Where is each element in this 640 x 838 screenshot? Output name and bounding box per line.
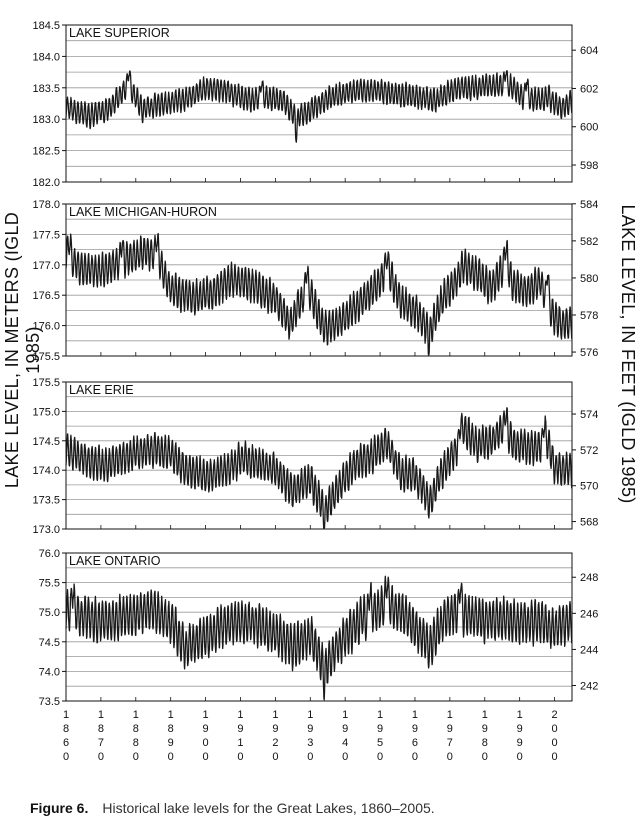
y-tick-label-right: 568: [580, 517, 598, 529]
y-tick-label-left: 174.5: [32, 436, 60, 448]
y-tick-label-right: 598: [580, 160, 598, 172]
lake-levels-chart: LAKE SUPERIOR 182.0 182.5 183.0 183.5 184.0 18…: [32, 20, 598, 763]
series-line-1: [65, 70, 573, 143]
y-tick-label-left: 174.0: [32, 465, 60, 477]
y-tick-label-left: 76.0: [39, 548, 60, 560]
figure-caption-label: Figure 6.: [30, 800, 89, 816]
y-tick-label-left: 182.5: [32, 146, 60, 158]
y-tick-label-right: 574: [580, 409, 598, 421]
figure-caption-text: Historical lake levels for the Great Lak…: [102, 800, 435, 816]
y-tick-label-left: 74.0: [39, 666, 60, 678]
y-tick-label-left: 177.0: [32, 260, 60, 272]
y-tick-label-left: 175.5: [32, 377, 60, 389]
panel-title-2: LAKE MICHIGAN-HURON: [69, 205, 217, 219]
series-line-4: [65, 575, 573, 701]
y-tick-label-left: 182.0: [32, 177, 60, 189]
figure-caption: Figure 6. Historical lake levels for the …: [30, 800, 435, 816]
y-tick-label-left: 75.0: [39, 607, 60, 619]
y-tick-label-left: 176.5: [32, 290, 60, 302]
y-tick-label-left: 173.0: [32, 524, 60, 536]
panel-frame-2: [65, 203, 573, 357]
y-tick-label-right: 242: [580, 681, 598, 693]
y-tick-label-left: 177.5: [32, 229, 60, 241]
y-tick-label-right: 578: [580, 310, 598, 322]
series-line-3: [65, 407, 573, 529]
y-tick-label-left: 184.5: [32, 20, 60, 32]
y-tick-label-left: 178.0: [32, 199, 60, 211]
y-tick-label-right: 602: [580, 83, 598, 95]
y-tick-label-right: 576: [580, 347, 598, 359]
y-tick-label-right: 580: [580, 273, 598, 285]
y-axis-label-feet: LAKE LEVEL, IN FEET (IGLD 1985): [618, 204, 638, 504]
y-tick-label-right: 248: [580, 572, 598, 584]
y-tick-label-left: 184.0: [32, 51, 60, 63]
y-tick-label-right: 600: [580, 122, 598, 134]
y-tick-label-left: 175.5: [32, 351, 60, 363]
y-axis-label-meters: LAKE LEVEL, IN METERS (IGLD 1985): [2, 211, 43, 489]
y-tick-label-left: 183.0: [32, 114, 60, 126]
panel-title-1: LAKE SUPERIOR: [69, 26, 170, 40]
panel-title-3: LAKE ERIE: [69, 383, 134, 397]
y-tick-label-right: 582: [580, 236, 598, 248]
y-tick-label-right: 570: [580, 481, 598, 493]
y-tick-label-left: 75.5: [39, 578, 60, 590]
y-tick-label-left: 74.5: [39, 637, 60, 649]
y-tick-label-left: 175.0: [32, 406, 60, 418]
series-line-2: [65, 232, 573, 356]
y-tick-label-left: 176.0: [32, 321, 60, 333]
y-tick-label-left: 183.5: [32, 83, 60, 95]
y-tick-label-right: 244: [580, 644, 598, 656]
panel-frame-1: [65, 24, 573, 183]
y-tick-label-right: 604: [580, 45, 598, 57]
y-tick-label-right: 584: [580, 199, 598, 211]
y-tick-label-right: 246: [580, 608, 598, 620]
y-tick-label-left: 73.5: [39, 696, 60, 708]
panel-title-4: LAKE ONTARIO: [69, 554, 161, 568]
y-tick-label-right: 572: [580, 445, 598, 457]
y-tick-label-left: 173.5: [32, 495, 60, 507]
